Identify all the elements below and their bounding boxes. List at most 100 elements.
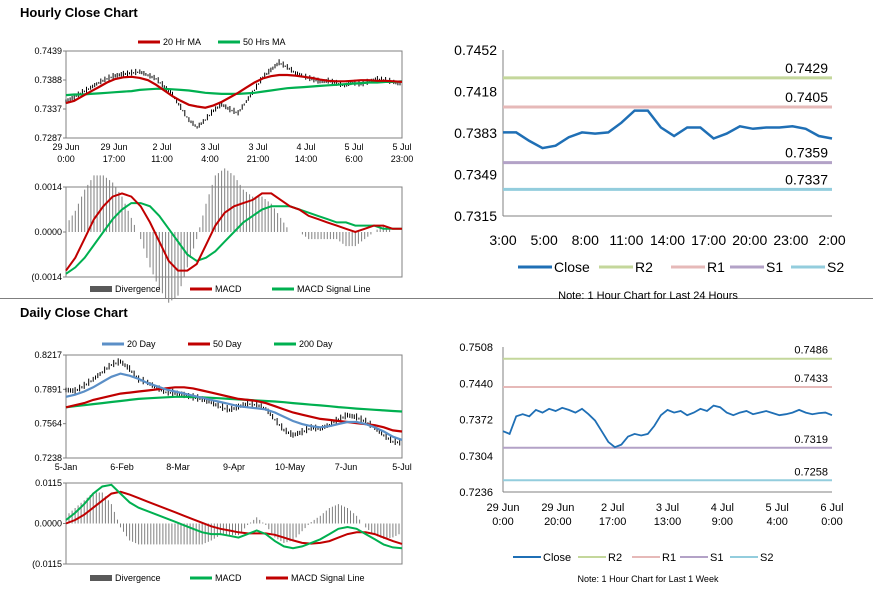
hourly-20hr-ma-line — [65, 73, 403, 109]
weekly-levels-xtick-4-date: 4 Jul — [711, 502, 734, 514]
hourly-price-xtick-3-date: 3 Jul — [200, 142, 219, 152]
hourly-legend-divergence-label: Divergence — [115, 284, 161, 294]
weekly-levels-legend-r1-label: R1 — [662, 552, 676, 564]
hourly-levels-xtick-6: 20:00 — [732, 232, 767, 248]
hourly-price-xtick-7-date: 5 Jul — [392, 142, 411, 152]
weekly-level-r1-label: 0.7433 — [794, 373, 828, 385]
weekly-level-s2-label: 0.7258 — [794, 466, 828, 478]
daily-legend-macd-signal-label: MACD Signal Line — [291, 573, 365, 583]
daily-price-xtick-3: 9-Apr — [223, 462, 245, 472]
hourly-close-line — [503, 109, 833, 150]
daily-price-ytick-1: 0.7891 — [34, 384, 62, 394]
hourly-price-xtick-6-time: 6:00 — [345, 154, 363, 164]
hourly-level-s2-label: 0.7337 — [785, 171, 828, 187]
daily-price-xtick-0: 5-Jan — [55, 462, 78, 472]
hourly-price-xtick-0-date: 29 Jun — [52, 142, 79, 152]
weekly-levels-note: Note: 1 Hour Chart for Last 1 Week — [578, 574, 719, 584]
weekly-levels-xtick-2-date: 2 Jul — [601, 502, 624, 514]
hourly-macd-ytick-2: (0.0014 — [31, 272, 62, 282]
hourly-price-xtick-5-time: 14:00 — [295, 154, 318, 164]
daily-legend-divergence-swatch — [90, 575, 112, 581]
hourly-levels-legend-close-label: Close — [554, 259, 590, 275]
daily-price-xtick-2: 8-Mar — [166, 462, 190, 472]
weekly-levels-legend-s1-label: S1 — [710, 552, 723, 564]
weekly-level-r2-label: 0.7486 — [794, 345, 828, 357]
weekly-levels-xtick-6-date: 6 Jul — [820, 502, 843, 514]
weekly-levels-legend-s2-label: S2 — [760, 552, 773, 564]
daily-price-ytick-2: 0.7564 — [34, 419, 62, 429]
daily-macd-ytick-1: 0.0000 — [34, 519, 62, 529]
hourly-legend-20hr-ma-label: 20 Hr MA — [163, 37, 201, 47]
hourly-macd-ytick-0: 0.0014 — [34, 182, 62, 192]
hourly-price-ytick-1: 0.7388 — [34, 75, 62, 85]
weekly-levels-xtick-3-time: 13:00 — [654, 516, 682, 528]
weekly-levels-xtick-2-time: 17:00 — [599, 516, 627, 528]
daily-legend-50day-label: 50 Day — [213, 339, 242, 349]
daily-macd-ytick-0: 0.0115 — [35, 478, 62, 488]
weekly-levels-ytick-2: 0.7372 — [459, 415, 493, 427]
hourly-level-r2-label: 0.7429 — [785, 60, 828, 76]
hourly-legend-macd-signal-label: MACD Signal Line — [297, 284, 371, 294]
daily-price-ytick-0: 0.8217 — [34, 350, 62, 360]
weekly-levels-xtick-1-date: 29 Jun — [541, 502, 574, 514]
weekly-levels-xtick-0-time: 0:00 — [492, 516, 513, 528]
weekly-levels-xtick-4-time: 9:00 — [712, 516, 733, 528]
hourly-price-xtick-2-time: 11:00 — [151, 154, 173, 164]
hourly-price-xtick-3-time: 4:00 — [201, 154, 219, 164]
hourly-levels-xtick-2: 8:00 — [572, 232, 599, 248]
hourly-levels-legend-r2-label: R2 — [635, 259, 653, 275]
daily-20day-line — [65, 372, 403, 441]
hourly-levels-xtick-8: 2:00 — [818, 232, 845, 248]
hourly-price-xtick-4-date: 3 Jul — [248, 142, 267, 152]
weekly-level-s1-label: 0.7319 — [794, 434, 828, 446]
daily-macd-line — [65, 483, 403, 550]
hourly-price-ytick-0: 0.7439 — [34, 46, 62, 56]
hourly-macd-line — [65, 192, 402, 272]
weekly-levels-xtick-6-time: 0:00 — [821, 516, 842, 528]
weekly-levels-ytick-3: 0.7304 — [459, 451, 493, 463]
daily-legend-200day-label: 200 Day — [299, 339, 333, 349]
weekly-levels-ytick-1: 0.7440 — [459, 378, 493, 390]
hourly-price-xtick-7-time: 23:00 — [391, 154, 414, 164]
daily-macd-plot-frame — [65, 482, 403, 565]
weekly-levels-xtick-5-time: 4:00 — [766, 516, 787, 528]
weekly-levels-ytick-0: 0.7508 — [459, 342, 493, 354]
hourly-macd-ytick-1: 0.0000 — [34, 227, 62, 237]
hourly-legend-divergence-swatch — [90, 286, 112, 292]
daily-price-xtick-1: 6-Feb — [110, 462, 134, 472]
weekly-levels-ytick-4: 0.7236 — [459, 487, 493, 499]
daily-macd-signal-line — [65, 490, 403, 545]
section-divider — [0, 298, 873, 299]
daily-legend-20day-label: 20 Day — [127, 339, 156, 349]
daily-price-xtick-4: 10-May — [275, 462, 306, 472]
hourly-price-xtick-0-time: 0:00 — [57, 154, 75, 164]
hourly-levels-note: Note: 1 Hour Chart for Last 24 Hours — [558, 290, 738, 302]
daily-price-xtick-5: 7-Jun — [335, 462, 358, 472]
hourly-50hr-ma-line — [65, 80, 403, 97]
hourly-price-ytick-2: 0.7337 — [34, 104, 62, 114]
hourly-levels-legend-s1-label: S1 — [766, 259, 783, 275]
hourly-levels-xtick-0: 3:00 — [489, 232, 516, 248]
hourly-levels-xtick-4: 14:00 — [650, 232, 685, 248]
weekly-close-line — [502, 404, 833, 449]
hourly-legend-macd-label: MACD — [215, 284, 242, 294]
daily-legend-divergence-label: Divergence — [115, 573, 161, 583]
hourly-price-xtick-1-date: 29 Jun — [100, 142, 127, 152]
hourly-levels-ytick-2: 0.7383 — [454, 125, 497, 141]
daily-price-plot-frame — [65, 354, 403, 459]
daily-legend-macd-label: MACD — [215, 573, 242, 583]
weekly-levels-legend-r2-label: R2 — [608, 552, 622, 564]
hourly-divergence-bars — [65, 168, 391, 303]
hourly-levels-xtick-3: 11:00 — [609, 232, 643, 248]
daily-200day-line — [65, 395, 403, 413]
hourly-price-xtick-1-time: 17:00 — [103, 154, 126, 164]
hourly-levels-legend-r1-label: R1 — [707, 259, 725, 275]
hourly-price-xtick-4-time: 21:00 — [247, 154, 270, 164]
hourly-price-xtick-5-date: 4 Jul — [296, 142, 315, 152]
hourly-levels-ytick-3: 0.7349 — [454, 167, 497, 183]
weekly-levels-xtick-3-date: 3 Jul — [656, 502, 679, 514]
hourly-levels-xtick-5: 17:00 — [691, 232, 726, 248]
daily-section-title: Daily Close Chart — [20, 305, 128, 320]
hourly-legend-50hr-ma-label: 50 Hrs MA — [243, 37, 286, 47]
